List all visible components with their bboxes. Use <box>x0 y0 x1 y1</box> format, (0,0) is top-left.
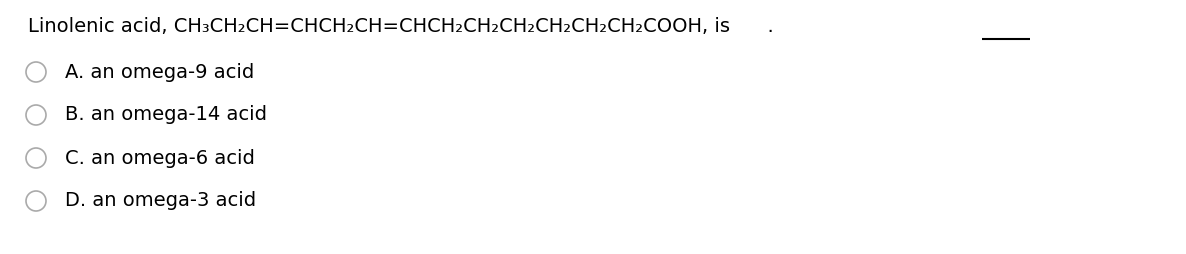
Text: D. an omega-3 acid: D. an omega-3 acid <box>65 192 256 211</box>
Text: C. an omega-6 acid: C. an omega-6 acid <box>65 149 255 167</box>
Text: B. an omega-14 acid: B. an omega-14 acid <box>65 105 267 124</box>
Text: Linolenic acid, CH₃CH₂CH=CHCH₂CH=CHCH₂CH₂CH₂CH₂CH₂CH₂COOH, is      .: Linolenic acid, CH₃CH₂CH=CHCH₂CH=CHCH₂CH… <box>28 17 773 36</box>
Text: A. an omega-9 acid: A. an omega-9 acid <box>65 62 254 82</box>
